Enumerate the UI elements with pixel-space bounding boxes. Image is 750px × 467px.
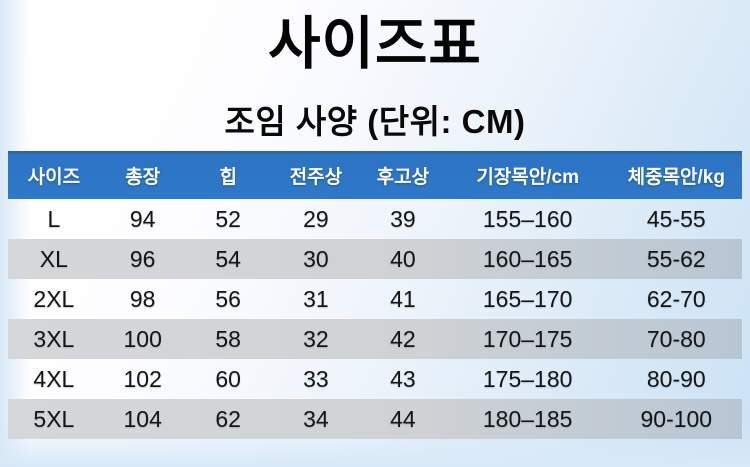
header-cell-5: 기장목안/cm <box>476 166 579 188</box>
size-cell: L <box>47 205 61 232</box>
page-title: 사이즈표 <box>268 12 482 76</box>
value-cell: 39 <box>390 205 416 232</box>
value-cell: 52 <box>215 205 241 232</box>
value-cell: 100 <box>123 325 162 352</box>
header-cell-6: 체중목안/kg <box>627 166 725 188</box>
value-cell: 33 <box>303 365 329 392</box>
table-row-3XL: 3XL 100 58 32 42 170–175 70-80 <box>8 319 742 359</box>
value-cell: 165–170 <box>482 285 573 312</box>
value-cell: 180–185 <box>482 405 573 432</box>
value-cell: 30 <box>303 245 329 272</box>
size-cell: 5XL <box>33 405 75 432</box>
value-cell: 94 <box>129 205 156 232</box>
value-cell: 90-100 <box>640 405 713 432</box>
size-table: 사이즈 총장 힙 전주상 후고상 기장목안/cm 체중목안/kg L 94 52 29 39 155–… <box>8 151 742 439</box>
value-cell: 102 <box>123 365 162 392</box>
value-cell: 55-62 <box>646 245 706 272</box>
table-row-L: L 94 52 29 39 155–160 45-55 <box>8 199 742 239</box>
value-cell: 60 <box>215 365 241 392</box>
size-cell: 4XL <box>33 365 75 392</box>
header-cell-0: 사이즈 <box>27 166 81 188</box>
header-cell-2: 힙 <box>219 166 237 188</box>
header-cell-4: 후고상 <box>376 166 430 188</box>
size-cell: 3XL <box>33 325 75 352</box>
value-cell: 44 <box>390 405 416 432</box>
table-row-XL: XL 96 54 30 40 160–165 55-62 <box>8 239 742 279</box>
page-subtitle: 조임 사양 (단위: CM) <box>224 102 526 140</box>
size-chart-page: 사이즈표 조임 사양 (단위: CM) 사이즈 총장 힙 전주상 후고상 기장목안/cm 체… <box>0 0 750 439</box>
value-cell: 96 <box>129 245 156 272</box>
value-cell: 29 <box>303 205 329 232</box>
value-cell: 45-55 <box>646 205 706 232</box>
header-cell-3: 전주상 <box>289 166 343 188</box>
value-cell: 43 <box>390 365 416 392</box>
table-row-5XL: 5XL 104 62 34 44 180–185 90-100 <box>8 399 742 439</box>
value-cell: 70-80 <box>646 325 706 352</box>
header-cell-1: 총장 <box>125 166 161 188</box>
value-cell: 170–175 <box>482 325 573 352</box>
value-cell: 41 <box>390 285 416 312</box>
value-cell: 155–160 <box>482 205 573 232</box>
value-cell: 62-70 <box>646 285 706 312</box>
table-body: L 94 52 29 39 155–160 45-55 XL 96 54 30 40 160–165 55… <box>8 199 742 439</box>
value-cell: 160–165 <box>482 245 573 272</box>
table-row-4XL: 4XL 102 60 33 43 175–180 80-90 <box>8 359 742 399</box>
value-cell: 34 <box>303 405 329 432</box>
table-row-2XL: 2XL 98 56 31 41 165–170 62-70 <box>8 279 742 319</box>
table-header-row: 사이즈 총장 힙 전주상 후고상 기장목안/cm 체중목안/kg <box>8 151 742 199</box>
value-cell: 32 <box>303 325 329 352</box>
size-cell: 2XL <box>33 285 75 312</box>
size-cell: XL <box>39 245 68 272</box>
value-cell: 175–180 <box>482 365 573 392</box>
value-cell: 54 <box>215 245 241 272</box>
value-cell: 31 <box>303 285 329 312</box>
value-cell: 56 <box>215 285 241 312</box>
value-cell: 42 <box>390 325 416 352</box>
value-cell: 98 <box>129 285 156 312</box>
value-cell: 80-90 <box>646 365 706 392</box>
value-cell: 62 <box>215 405 241 432</box>
value-cell: 58 <box>215 325 241 352</box>
value-cell: 40 <box>390 245 416 272</box>
value-cell: 104 <box>123 405 162 432</box>
